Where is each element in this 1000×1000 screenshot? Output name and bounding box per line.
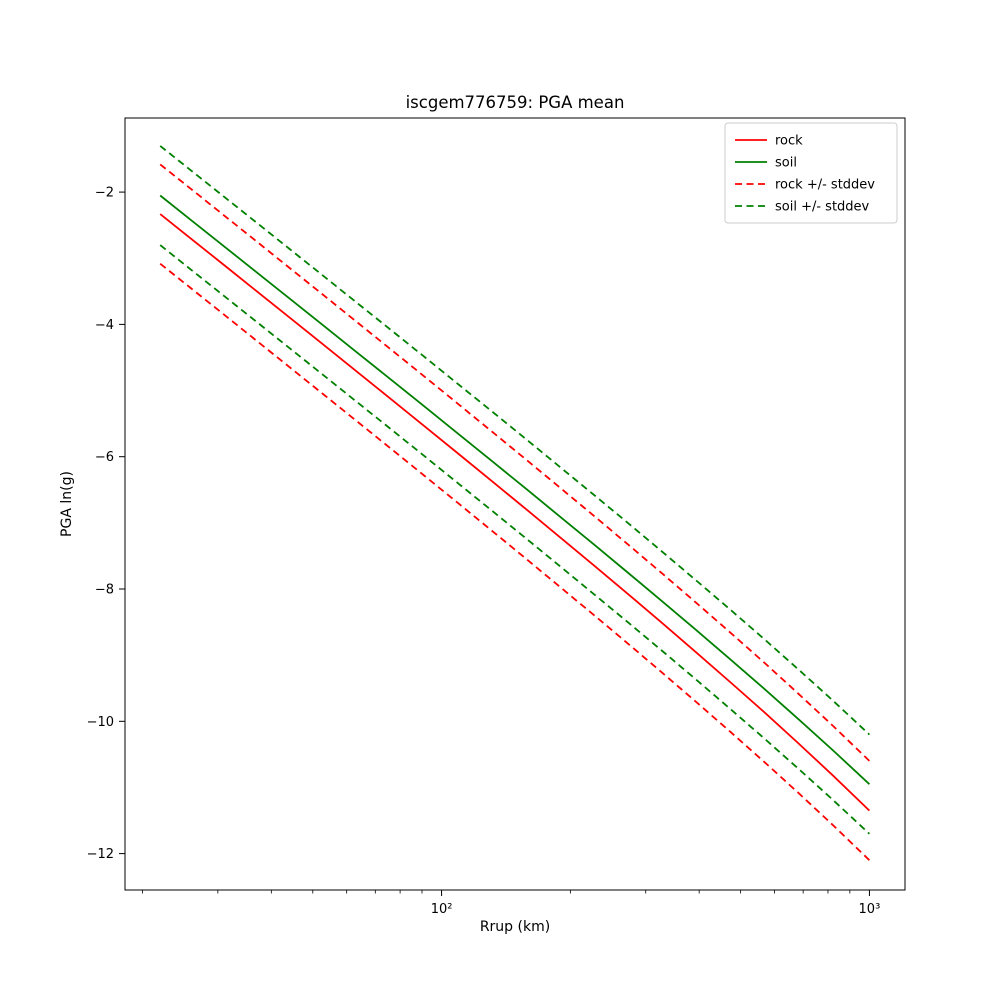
x-axis-label: Rrup (km) bbox=[480, 919, 550, 935]
x-axis-tick-label: 10³ bbox=[859, 902, 881, 917]
chart-title: iscgem776759: PGA mean bbox=[406, 93, 625, 112]
legend-label-soil: soil bbox=[775, 156, 797, 171]
axes-frame bbox=[124, 117, 906, 891]
series-soil-line bbox=[159, 194, 871, 785]
axes-layer: 10² 10³ −2 −4 −6 −8 −10 −12 bbox=[87, 117, 906, 917]
y-axis-tick-label: −6 bbox=[95, 450, 114, 465]
series-rock-stddev-band-upper-line bbox=[159, 163, 871, 762]
series-rock-line bbox=[159, 213, 871, 812]
y-axis-tick-label: −4 bbox=[95, 318, 114, 333]
legend-label-soil-stddev-band: soil +/- stddev bbox=[775, 200, 870, 215]
series-soil-stddev-band-lower-line bbox=[159, 244, 871, 835]
series-rock-stddev-band-lower-line bbox=[159, 262, 871, 861]
legend-label-rock-stddev-band: rock +/- stddev bbox=[775, 178, 875, 193]
legend-frame bbox=[724, 122, 898, 224]
legend: rock soil rock +/- stddev soil +/- stddev bbox=[724, 122, 898, 224]
y-axis-tick-label: −8 bbox=[95, 583, 114, 598]
y-axis-label: PGA ln(g) bbox=[59, 471, 75, 537]
legend-label-rock: rock bbox=[775, 134, 803, 149]
y-axis-tick-label: −2 bbox=[95, 186, 114, 201]
x-axis-tick-label: 10² bbox=[431, 902, 453, 917]
series-soil-stddev-band-upper-line bbox=[159, 145, 871, 736]
curves-layer bbox=[159, 145, 871, 861]
y-axis-tick-label: −12 bbox=[87, 847, 114, 862]
y-axis-tick-label: −10 bbox=[87, 715, 114, 730]
